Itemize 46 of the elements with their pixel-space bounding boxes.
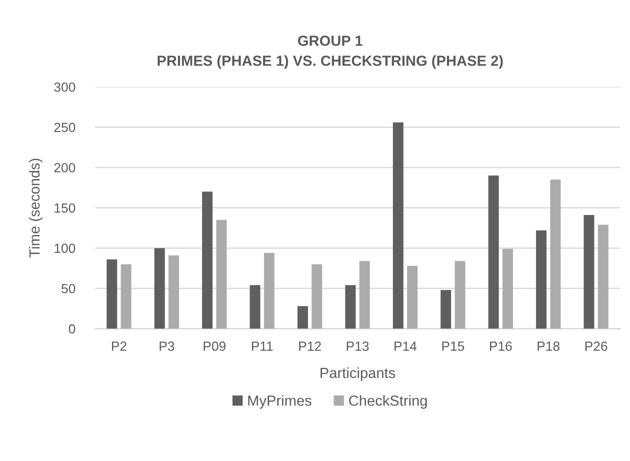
legend-label: CheckString [349, 395, 427, 409]
bar [407, 266, 418, 329]
bar [312, 264, 322, 329]
x-axis-title: Participants [320, 367, 396, 381]
bar [154, 248, 165, 329]
x-tick-label: P15 [442, 342, 464, 351]
y-tick-label: 100 [54, 244, 76, 254]
bar [106, 259, 118, 329]
bar [297, 306, 308, 329]
x-tick-label: P3 [160, 342, 174, 351]
y-tick-label: 0 [68, 324, 76, 334]
bar [392, 122, 404, 329]
bar [359, 260, 370, 329]
bar [454, 260, 466, 329]
x-tick-label: P26 [585, 342, 608, 351]
bar [250, 285, 260, 329]
y-tick-label: 150 [54, 203, 76, 213]
x-tick-label: P12 [299, 342, 321, 351]
x-tick-label: P2 [112, 342, 126, 351]
y-tick-label: 200 [54, 163, 76, 172]
bar [440, 290, 452, 329]
bar [345, 285, 356, 329]
bar [216, 220, 227, 329]
x-tick-label: P13 [346, 342, 369, 351]
bar [536, 230, 547, 329]
y-tick-label: 300 [54, 82, 76, 92]
bar [168, 255, 180, 329]
bar [584, 215, 594, 329]
x-tick-label: P14 [394, 342, 417, 351]
chart-subtitle: PRIMES (PHASE 1) VS. CHECKSTRING (PHASE 2) [158, 55, 503, 69]
bar [502, 248, 513, 329]
x-tick-label: P11 [252, 342, 273, 351]
bar [120, 264, 132, 329]
legend-label: MyPrimes [248, 395, 312, 409]
bar [550, 180, 561, 329]
x-tick-label: P16 [490, 342, 512, 351]
y-axis-title: Time (seconds) [28, 158, 43, 258]
chart-title: GROUP 1 [298, 36, 362, 46]
y-tick-label: 50 [62, 284, 76, 294]
bar [598, 224, 608, 329]
bar [488, 176, 499, 329]
bar [202, 192, 213, 329]
bar [264, 252, 274, 329]
y-tick-label: 250 [54, 122, 76, 132]
x-tick-label: P18 [538, 342, 560, 351]
x-tick-label: P09 [204, 342, 226, 351]
